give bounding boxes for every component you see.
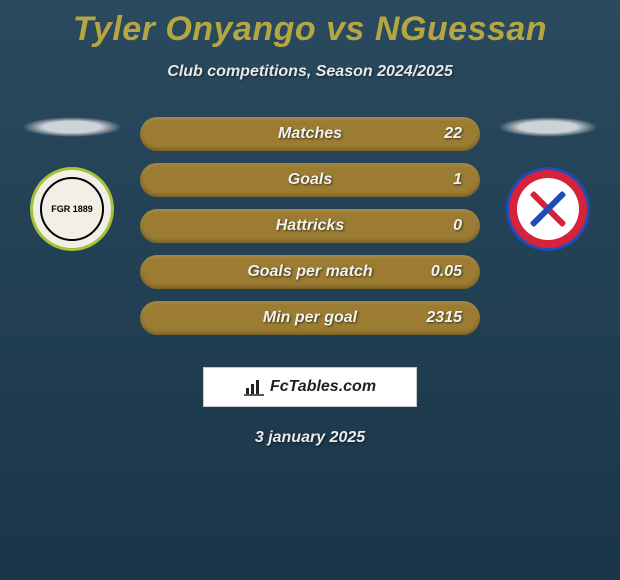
stat-value: 0.05 [412, 263, 462, 281]
date-text: 3 january 2025 [0, 429, 620, 447]
stat-label: Matches [208, 125, 412, 143]
stat-row-matches: Matches 22 [140, 117, 480, 151]
stat-value: 1 [412, 171, 462, 189]
brand-text: FcTables.com [270, 378, 376, 396]
left-crest-inner: FGR 1889 [40, 177, 104, 241]
comparison-content: FGR 1889 Matches 22 Goals 1 Hattricks 0 … [0, 117, 620, 407]
player-shadow-left [22, 117, 122, 137]
page-title: Tyler Onyango vs NGuessan [0, 0, 620, 49]
stat-label: Hattricks [208, 217, 412, 235]
left-club-column: FGR 1889 [12, 117, 132, 251]
stat-row-hattricks: Hattricks 0 [140, 209, 480, 243]
stat-value: 2315 [412, 309, 462, 327]
bar-chart-icon [244, 378, 266, 396]
stat-row-goals-per-match: Goals per match 0.05 [140, 255, 480, 289]
stat-row-min-per-goal: Min per goal 2315 [140, 301, 480, 335]
stat-value: 0 [412, 217, 462, 235]
stat-label: Goals per match [208, 263, 412, 281]
right-club-column [488, 117, 608, 251]
stats-column: Matches 22 Goals 1 Hattricks 0 Goals per… [132, 117, 488, 407]
player-shadow-right [498, 117, 598, 137]
left-club-crest: FGR 1889 [30, 167, 114, 251]
stat-label: Goals [208, 171, 412, 189]
stat-value: 22 [412, 125, 462, 143]
stat-row-goals: Goals 1 [140, 163, 480, 197]
brand-box[interactable]: FcTables.com [203, 367, 417, 407]
right-crest-inner [517, 178, 579, 240]
subtitle: Club competitions, Season 2024/2025 [0, 63, 620, 81]
right-club-crest [506, 167, 590, 251]
stat-label: Min per goal [208, 309, 412, 327]
